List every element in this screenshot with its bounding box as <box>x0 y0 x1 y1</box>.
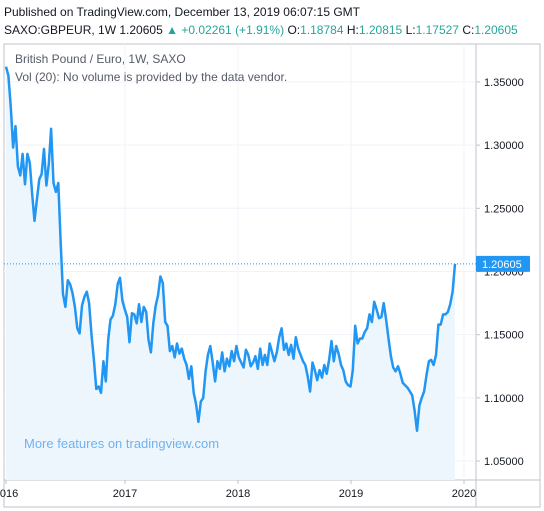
price-tick-label: 1.30000 <box>484 140 524 152</box>
low-value: 1.17527 <box>415 23 459 37</box>
chart-border <box>3 43 541 508</box>
time-tick-label: 2016 <box>0 488 18 500</box>
watermark: More features on tradingview.com <box>24 436 219 451</box>
high-label: H: <box>346 23 359 37</box>
time-tick-label: 2017 <box>113 488 137 500</box>
time-axis[interactable]: 2016 2017 2018 2019 2020 <box>0 480 476 500</box>
time-tick-label: 2018 <box>226 488 250 500</box>
price-tick-label: 1.10000 <box>484 393 524 405</box>
price-tick-label: 1.35000 <box>484 77 524 89</box>
price-change: +0.02261 (+1.91%) <box>181 23 285 37</box>
price-line <box>4 66 457 432</box>
open-value: 1.18784 <box>300 23 344 37</box>
last-price-tag-box <box>476 255 530 272</box>
close-label: C: <box>462 23 475 37</box>
quote-line: SAXO:GBPEUR, 1W 1.20605 ▲ +0.02261 (+1.9… <box>4 23 518 37</box>
last-price-tag: 1.20605 <box>476 255 530 272</box>
low-label: L: <box>405 23 416 37</box>
time-tick-label: 2020 <box>452 488 476 500</box>
close-value: 1.20605 <box>474 23 518 37</box>
price-area <box>6 66 455 480</box>
price-chart[interactable]: 1.050001.100001.150001.200001.250001.300… <box>0 40 544 511</box>
volume-note: Vol (20): No volume is provided by the d… <box>15 70 287 84</box>
price-tick-label: 1.25000 <box>484 203 524 215</box>
price-tick-label: 1.15000 <box>484 330 524 342</box>
chart-title: British Pound / Euro, 1W, SAXO <box>15 52 186 66</box>
published-text: Published on TradingView.com, December 1… <box>4 5 360 19</box>
last-price-tag-text: 1.20605 <box>482 259 522 271</box>
high-value: 1.20815 <box>358 23 403 37</box>
up-triangle-icon: ▲ <box>166 23 178 37</box>
last-price: 1.20605 <box>119 23 163 37</box>
published-line: Published on TradingView.com, December 1… <box>4 5 360 19</box>
price-axis[interactable]: 1.050001.100001.150001.200001.250001.300… <box>476 77 524 468</box>
time-tick-label: 2019 <box>339 488 363 500</box>
symbol-label: SAXO:GBPEUR, 1W <box>4 23 117 37</box>
open-label: O: <box>287 23 301 37</box>
price-tick-label: 1.05000 <box>484 456 524 468</box>
